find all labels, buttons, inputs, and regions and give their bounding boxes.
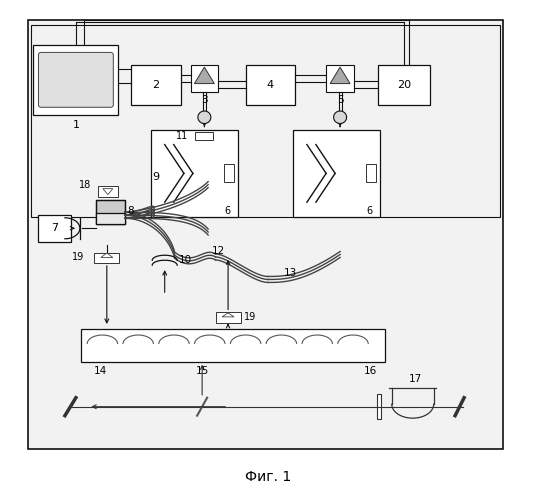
Bar xyxy=(366,165,376,183)
Bar xyxy=(378,65,430,105)
Polygon shape xyxy=(330,67,350,84)
Bar xyxy=(215,312,241,323)
Bar xyxy=(131,65,181,105)
Text: 2: 2 xyxy=(152,80,159,90)
Bar xyxy=(33,45,118,115)
Text: 1: 1 xyxy=(72,120,79,130)
Bar xyxy=(377,394,381,419)
Text: 9: 9 xyxy=(152,172,159,182)
Text: 18: 18 xyxy=(79,180,92,190)
Text: 6: 6 xyxy=(224,206,230,216)
Text: 3: 3 xyxy=(201,95,207,105)
Text: 4: 4 xyxy=(267,80,274,90)
Bar xyxy=(191,65,218,92)
Text: 12: 12 xyxy=(212,246,225,256)
Bar xyxy=(96,200,125,225)
Text: 8: 8 xyxy=(128,206,134,216)
Bar xyxy=(41,55,111,105)
Bar xyxy=(28,20,503,449)
Text: 13: 13 xyxy=(284,268,297,278)
Text: 10: 10 xyxy=(179,255,192,265)
Text: 15: 15 xyxy=(196,366,209,376)
Text: 14: 14 xyxy=(94,366,107,376)
Bar xyxy=(224,165,234,183)
Bar xyxy=(94,253,120,263)
Text: 17: 17 xyxy=(408,374,422,384)
Text: 11: 11 xyxy=(176,131,188,141)
Bar xyxy=(293,130,380,217)
Text: 19: 19 xyxy=(72,252,84,262)
Polygon shape xyxy=(101,253,113,257)
Bar xyxy=(245,65,295,105)
Polygon shape xyxy=(333,111,347,124)
Polygon shape xyxy=(222,313,234,317)
Text: 20: 20 xyxy=(397,80,411,90)
Bar xyxy=(96,200,125,225)
FancyBboxPatch shape xyxy=(39,52,113,107)
Bar xyxy=(326,65,354,92)
Bar xyxy=(39,215,71,242)
Polygon shape xyxy=(103,189,113,195)
Text: Фиг. 1: Фиг. 1 xyxy=(245,470,291,484)
Polygon shape xyxy=(195,67,214,84)
Polygon shape xyxy=(198,111,211,124)
Bar xyxy=(151,130,238,217)
Bar xyxy=(96,213,125,225)
Text: 7: 7 xyxy=(51,223,58,234)
Text: 5: 5 xyxy=(337,95,344,105)
Bar xyxy=(81,329,385,362)
Text: 6: 6 xyxy=(366,206,373,216)
Text: 16: 16 xyxy=(363,366,377,376)
Text: 19: 19 xyxy=(244,312,257,322)
Bar xyxy=(98,186,118,197)
Bar xyxy=(31,25,500,217)
Bar xyxy=(196,132,213,140)
